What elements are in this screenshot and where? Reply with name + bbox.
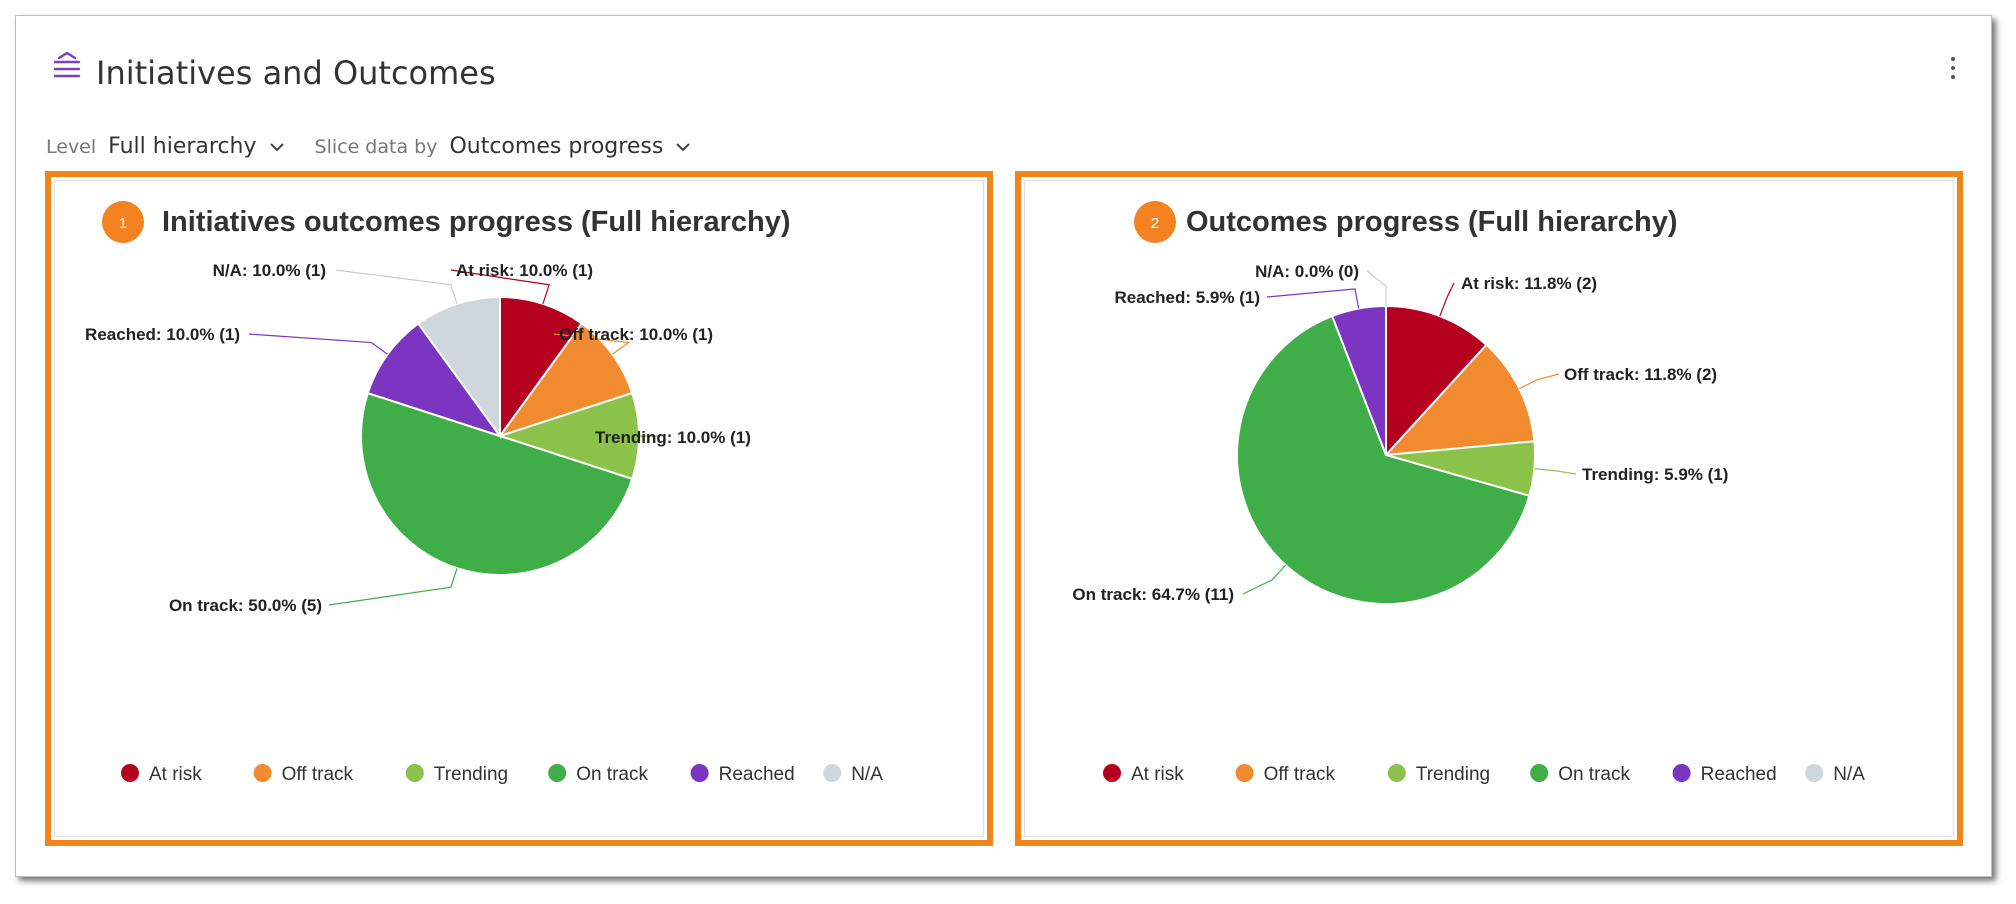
kebab-menu-icon[interactable] <box>1943 52 1963 86</box>
widget-title: Initiatives and Outcomes <box>96 54 496 92</box>
level-dropdown[interactable]: Full hierarchy <box>108 134 284 159</box>
level-label: Level <box>46 135 97 158</box>
data-label-at-risk: At risk: 11.8% (2) <box>1461 274 1597 293</box>
chevron-down-icon <box>676 142 691 151</box>
data-label-reached: Reached: 10.0% (1) <box>85 325 240 344</box>
legend-item-trending[interactable]: Trending <box>405 764 508 785</box>
legend-item-reached[interactable]: Reached <box>1672 764 1777 785</box>
legend-label: At risk <box>149 764 202 785</box>
data-label-n-a: N/A: 10.0% (1) <box>213 261 326 280</box>
legend-item-n-a[interactable]: N/A <box>1805 764 1865 785</box>
data-label-off-track: Off track: 11.8% (2) <box>1564 365 1717 384</box>
chart-legend: At risk Off track Trending On track Reached N… <box>121 764 883 785</box>
legend-label: N/A <box>851 764 883 785</box>
legend-item-at-risk[interactable]: At risk <box>121 764 202 785</box>
data-label-on-track: On track: 50.0% (5) <box>169 596 322 615</box>
data-label-n-a: N/A: 0.0% (0) <box>1255 262 1359 281</box>
pie-slice-at-risk[interactable] <box>1385 304 1488 458</box>
legend-marker <box>1235 764 1254 782</box>
legend-label: Off track <box>282 764 354 785</box>
roadmap-icon <box>53 51 81 78</box>
legend-label: Off track <box>1264 764 1336 785</box>
legend-label: Trending <box>1416 764 1490 785</box>
legend-marker <box>1805 764 1824 782</box>
connector-on-track <box>1242 564 1287 595</box>
pie-slice-off-track[interactable] <box>497 322 634 438</box>
connector-on-track <box>328 568 458 606</box>
badge-number: 2 <box>1151 215 1159 232</box>
data-label-off-track: Off track: 10.0% (1) <box>559 325 713 344</box>
legend-item-on-track[interactable]: On track <box>548 764 648 785</box>
connector-n-a <box>335 269 458 304</box>
pie-slice-on-track[interactable] <box>360 391 634 576</box>
legend-marker <box>1672 764 1691 782</box>
legend-item-reached[interactable]: Reached <box>690 764 795 785</box>
legend-item-off-track[interactable]: Off track <box>1235 764 1336 785</box>
legend-label: N/A <box>1833 764 1865 785</box>
legend-item-trending[interactable]: Trending <box>1387 764 1490 785</box>
data-label-reached: Reached: 5.9% (1) <box>1115 288 1261 307</box>
legend-label: On track <box>576 764 648 785</box>
data-label-trending: Trending: 10.0% (1) <box>595 428 751 447</box>
pie-slice-reached[interactable] <box>366 322 503 438</box>
legend-item-at-risk[interactable]: At risk <box>1103 764 1184 785</box>
chart-title: Initiatives outcomes progress (Full hier… <box>162 206 791 238</box>
legend-marker <box>1103 764 1121 782</box>
slice-value: Outcomes progress <box>449 134 664 159</box>
legend-marker <box>121 764 139 782</box>
legend-label: Reached <box>1701 764 1777 785</box>
chart-number-badge: 1 <box>102 201 144 243</box>
legend-marker <box>253 764 272 782</box>
legend-item-n-a[interactable]: N/A <box>823 764 883 785</box>
legend-label: Trending <box>434 764 508 785</box>
initiatives-outcomes-widget: Initiatives and Outcomes Level Full hier… <box>15 15 1992 877</box>
data-label-at-risk: At risk: 10.0% (1) <box>456 261 593 280</box>
connector-reached <box>1266 288 1360 309</box>
slice-dropdown[interactable]: Outcomes progress <box>449 134 691 159</box>
chart-legend: At risk Off track Trending On track Reached N… <box>1103 764 1865 785</box>
chart-number-badge: 2 <box>1134 201 1176 243</box>
connector-trending <box>1534 468 1577 475</box>
connector-off-track <box>553 333 631 355</box>
slice-label: Slice data by <box>314 135 438 158</box>
data-label-on-track: On track: 64.7% (11) <box>1072 585 1234 604</box>
connector-trending <box>588 435 660 438</box>
legend-marker <box>690 764 709 782</box>
data-label-trending: Trending: 5.9% (1) <box>1582 465 1728 484</box>
pie-slice-n-a[interactable] <box>416 295 501 440</box>
legend-marker <box>1530 764 1549 782</box>
level-value: Full hierarchy <box>108 134 257 159</box>
legend-marker <box>823 764 842 782</box>
connector-n-a <box>1366 270 1387 306</box>
pie-chart-outcomes: 2 Outcomes progress (Full hierarchy) At ri… <box>1072 201 1865 785</box>
connector-at-risk <box>450 269 550 304</box>
connector-off-track <box>1519 373 1560 390</box>
pie-slice-at-risk[interactable] <box>499 295 584 440</box>
connector-reached <box>248 333 388 355</box>
connector-at-risk <box>1439 282 1455 317</box>
chart-title: Outcomes progress (Full hierarchy) <box>1186 206 1678 238</box>
legend-label: At risk <box>1131 764 1184 785</box>
legend-item-off-track[interactable]: Off track <box>253 764 354 785</box>
legend-item-on-track[interactable]: On track <box>1530 764 1630 785</box>
badge-number: 1 <box>119 215 127 232</box>
chart-panel-outcomes: 2 Outcomes progress (Full hierarchy) At ri… <box>1015 171 1963 846</box>
chevron-down-icon <box>269 142 284 151</box>
legend-marker <box>548 764 567 782</box>
legend-marker <box>1387 764 1406 782</box>
legend-label: Reached <box>719 764 795 785</box>
pie-slice-off-track[interactable] <box>1383 343 1536 457</box>
pie-chart-initiatives: 1 Initiatives outcomes progress (Full hie… <box>85 201 883 785</box>
legend-marker <box>405 764 424 782</box>
filter-bar: Level Full hierarchy Slice data by Outco… <box>46 134 691 159</box>
legend-label: On track <box>1558 764 1630 785</box>
chart-panel-initiatives: 1 Initiatives outcomes progress (Full hie… <box>45 171 993 846</box>
